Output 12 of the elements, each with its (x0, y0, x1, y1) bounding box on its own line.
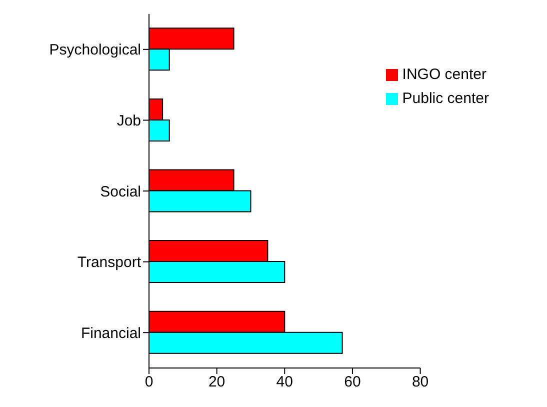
legend-label: Public center (402, 90, 489, 107)
y-tick-label: Financial (80, 324, 141, 342)
legend-label: INGO center (402, 66, 486, 83)
x-tick-label: 20 (208, 374, 226, 391)
y-tick-label: Social (100, 183, 141, 200)
x-tick-label: 60 (344, 374, 361, 391)
x-tick-label: 80 (412, 374, 429, 391)
y-tick-label: Job (116, 112, 141, 130)
y-tick-label: Psychological (49, 42, 141, 59)
x-tick-label: 40 (276, 374, 293, 391)
x-tick-label: 0 (144, 374, 154, 391)
y-tick-label: Transport (77, 254, 142, 272)
